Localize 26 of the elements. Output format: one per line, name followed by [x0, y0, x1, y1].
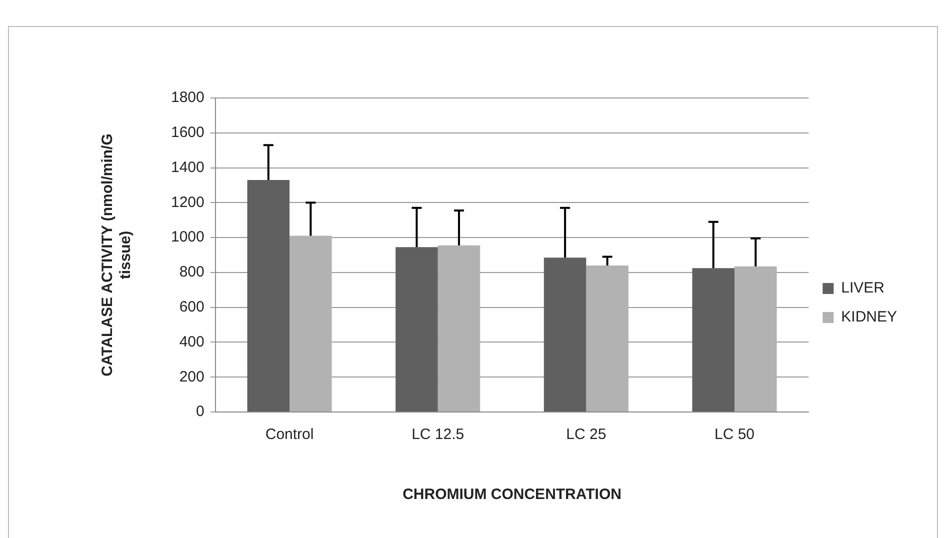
- x-tick-label: LC 25: [566, 426, 606, 444]
- x-axis-title: CHROMIUM CONCENTRATION: [402, 486, 622, 504]
- y-tick-label: 600: [179, 298, 204, 316]
- bar: [586, 265, 628, 412]
- y-tick-label: 200: [179, 368, 204, 386]
- y-tick-label: 1600: [170, 124, 204, 142]
- legend-label: KIDNEY: [841, 308, 898, 326]
- bar: [692, 268, 734, 412]
- y-tick-label: 1400: [170, 158, 204, 176]
- y-tick-label: 400: [179, 333, 204, 350]
- y-tick-label: 1200: [170, 194, 204, 211]
- x-tick-label: LC 12.5: [412, 426, 464, 444]
- bar: [396, 247, 438, 412]
- y-tick-label: 1000: [170, 228, 204, 246]
- y-tick-label: 0: [196, 403, 204, 420]
- bar: [734, 266, 777, 412]
- bar: [438, 245, 480, 412]
- y-tick-label: 1800: [170, 89, 204, 106]
- bar: [544, 258, 586, 412]
- y-tick-label: 800: [179, 264, 204, 281]
- bar: [290, 236, 332, 412]
- x-tick-label: Control: [265, 426, 314, 444]
- x-tick-label: LC 50: [714, 426, 755, 444]
- legend-label: LIVER: [841, 280, 885, 297]
- y-axis-title: CATALASE ACTIVITY (nmol/min/G tissue): [99, 134, 134, 376]
- bar: [247, 180, 290, 412]
